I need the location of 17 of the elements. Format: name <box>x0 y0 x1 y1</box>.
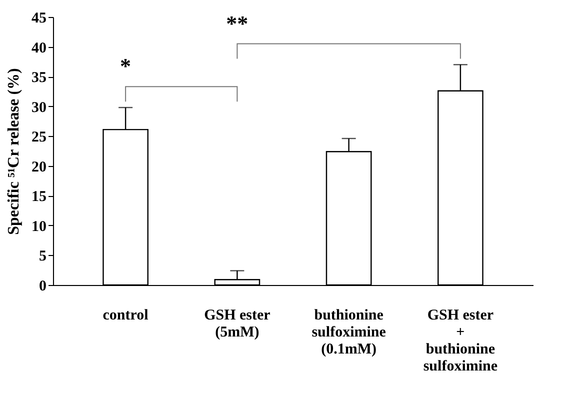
x-tick-label: buthionine sulfoximine (0.1mM) <box>312 308 386 358</box>
y-tick-label: 40 <box>32 40 46 56</box>
y-tick-label: 15 <box>32 189 46 206</box>
y-tick-label: 5 <box>39 248 46 265</box>
annotation: * <box>120 54 132 79</box>
y-tick-label: 25 <box>32 130 46 146</box>
y-tick-label: 20 <box>32 159 46 176</box>
y-tick-label: 30 <box>32 100 46 116</box>
y-tick-label: 0 <box>39 278 46 294</box>
x-tick-label: GSH ester (5mM) <box>204 308 271 340</box>
y-tick-label: 10 <box>32 218 46 235</box>
y-axis-title: Specific ⁵¹Cr release (%) <box>6 68 22 235</box>
x-tick-label: control <box>102 308 148 324</box>
x-tick-label: GSH ester + buthionine sulfoximine <box>423 308 498 374</box>
y-tick-label: 45 <box>32 10 46 26</box>
annotation: ** <box>226 10 248 36</box>
y-tick-label: 35 <box>32 70 46 86</box>
